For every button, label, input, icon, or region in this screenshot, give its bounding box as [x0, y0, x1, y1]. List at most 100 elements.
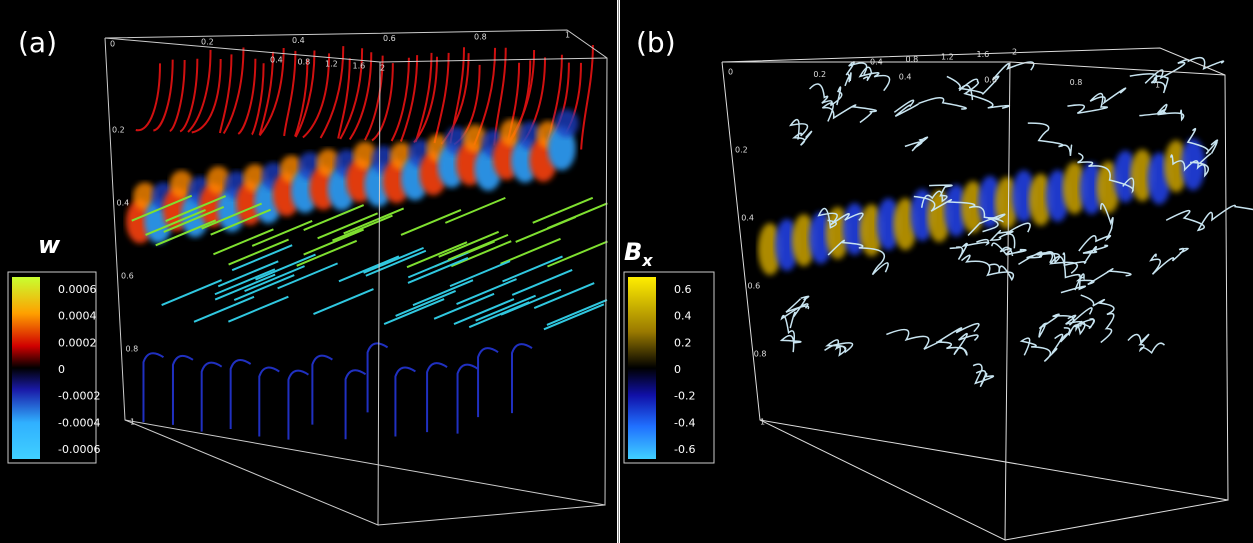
- axis-label: 0.4: [741, 214, 754, 223]
- field-line: [920, 184, 953, 208]
- field-line: [788, 118, 813, 146]
- field-line: [1049, 255, 1086, 294]
- field-line: [1127, 333, 1166, 355]
- field-line: [821, 102, 878, 124]
- streamline: [426, 362, 448, 433]
- axis-label: 0.4: [899, 73, 912, 82]
- streamline: [296, 239, 358, 267]
- blob: [206, 166, 231, 195]
- colorbar-title-sub: x: [641, 251, 653, 270]
- blob: [1079, 162, 1104, 215]
- field-line: [1144, 56, 1225, 84]
- streamline: [338, 255, 400, 283]
- axis-label: 0: [728, 68, 733, 77]
- streamline: [365, 249, 427, 277]
- volume-render: [126, 45, 608, 440]
- axis-label: 1.6: [353, 62, 366, 71]
- field-line: [991, 242, 1027, 257]
- streamline: [302, 53, 331, 139]
- field-line: [858, 66, 891, 92]
- streamline: [227, 295, 289, 323]
- axis-label: 1: [1155, 81, 1160, 90]
- axis-label: 1: [565, 31, 570, 40]
- field-line: [946, 61, 1035, 96]
- colorbar-tick-label: 0.6: [674, 283, 692, 296]
- streamline: [383, 298, 445, 325]
- axis-label: 1.2: [941, 53, 954, 62]
- axis-label: 0.2: [813, 70, 826, 79]
- axis-label: 0.8: [906, 55, 919, 64]
- box-edge: [104, 29, 608, 506]
- field-line: [1080, 294, 1115, 344]
- streamline: [155, 219, 217, 247]
- streamline: [258, 48, 285, 137]
- colorbar-tick-label: 0.0002: [58, 336, 97, 349]
- streamline: [277, 262, 338, 290]
- colorbar-title: Bx: [624, 238, 653, 270]
- streamline: [546, 299, 608, 326]
- streamline: [511, 268, 573, 296]
- colorbar-tick-label: 0.0006: [58, 283, 97, 296]
- colorbar-tick-label: -0.0002: [58, 390, 100, 403]
- streamline: [317, 212, 378, 240]
- blob: [463, 124, 487, 153]
- streamline: [210, 208, 272, 236]
- axis-label: 1: [760, 418, 765, 427]
- colorbar-tick-label: 0.4: [674, 310, 692, 323]
- streamline: [237, 58, 257, 135]
- streamline: [187, 49, 212, 133]
- axis-label: 2: [380, 64, 385, 73]
- field-line: [785, 295, 810, 329]
- streamline: [348, 52, 373, 141]
- field-line: [779, 303, 809, 353]
- streamline: [163, 205, 225, 233]
- axis-label: 0.4: [870, 58, 883, 67]
- streamline: [547, 202, 608, 230]
- streamline: [201, 202, 263, 230]
- streamline: [231, 244, 293, 272]
- streamline: [547, 240, 608, 268]
- streamline: [364, 55, 384, 141]
- streamline: [510, 343, 533, 414]
- field-line: [1019, 333, 1064, 362]
- streamline: [244, 265, 305, 293]
- field-line: [1038, 307, 1093, 338]
- streamline: [438, 230, 500, 258]
- streamline: [407, 257, 469, 284]
- field-line: [1077, 152, 1135, 194]
- streamline: [532, 196, 594, 224]
- streamline: [217, 260, 279, 288]
- streamline: [142, 352, 165, 423]
- streamline: [313, 288, 374, 315]
- streamline: [152, 59, 174, 132]
- field-line: [967, 213, 1006, 236]
- streamline: [580, 45, 594, 150]
- streamline: [450, 240, 512, 268]
- blob: [1062, 161, 1087, 214]
- field-line: [1062, 244, 1109, 267]
- streamline: [251, 220, 313, 247]
- colorbar-tick-label: -0.6: [674, 443, 695, 456]
- axis-label: 0.8: [1070, 78, 1083, 87]
- field-line: [1018, 251, 1061, 265]
- colorbar-tick-label: -0.0006: [58, 443, 100, 456]
- field-line: [949, 238, 990, 260]
- streamline: [414, 52, 433, 143]
- streamline: [400, 208, 462, 236]
- blob: [1164, 140, 1189, 193]
- streamline: [213, 228, 274, 256]
- colorbar-tick-label: -0.2: [674, 390, 695, 403]
- field-line: [1149, 247, 1189, 275]
- field-line: [972, 363, 995, 388]
- axis-label: 0.2: [201, 38, 214, 47]
- axis-label: 0: [110, 40, 115, 49]
- streamline: [475, 294, 536, 322]
- field-line: [1165, 204, 1253, 232]
- field-line: [893, 96, 967, 117]
- blob: [353, 141, 377, 170]
- blob: [876, 198, 901, 251]
- axis-label: 0.6: [383, 34, 396, 43]
- axis-label: 0.8: [126, 345, 139, 354]
- field-line: [936, 332, 979, 356]
